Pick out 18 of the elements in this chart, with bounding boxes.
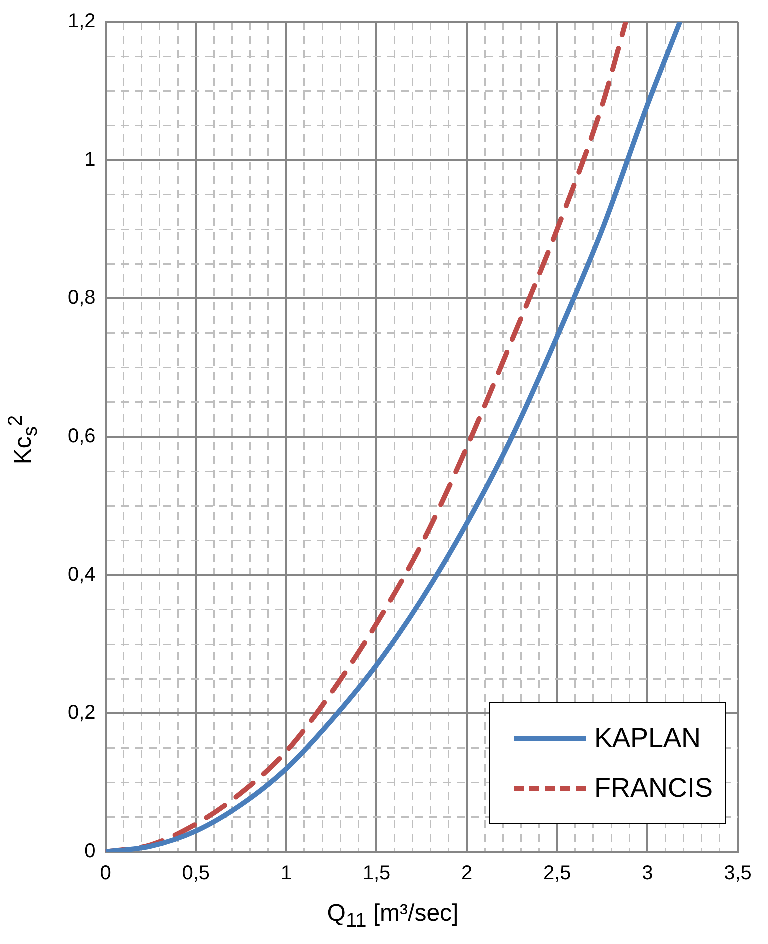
x-tick-label: 0 bbox=[100, 862, 112, 885]
x-tick-label: 1 bbox=[280, 862, 292, 885]
x-tick-label: 2 bbox=[461, 862, 473, 885]
y-tick-label: 0,2 bbox=[68, 702, 96, 724]
x-axis-title: Q$_{11}$ [m³/sec] bbox=[326, 900, 460, 933]
x-tick-label: 0,5 bbox=[182, 862, 210, 885]
y-tick-label: 0,4 bbox=[68, 564, 96, 586]
legend-label: FRANCIS bbox=[594, 772, 713, 804]
legend-label: KAPLAN bbox=[594, 722, 702, 754]
x-tick-label: 1,5 bbox=[362, 862, 391, 885]
x-tick-label: 2,5 bbox=[543, 862, 572, 885]
y-tick-label: 0 bbox=[84, 840, 96, 863]
y-tick-label: 1,2 bbox=[68, 10, 96, 33]
y-tick-label: 0,6 bbox=[68, 426, 96, 448]
x-tick-label: 3,5 bbox=[724, 862, 752, 885]
y-tick-label: 1 bbox=[84, 148, 96, 171]
x-tick-label: 3 bbox=[642, 862, 654, 885]
y-tick-label: 0,8 bbox=[68, 287, 96, 310]
